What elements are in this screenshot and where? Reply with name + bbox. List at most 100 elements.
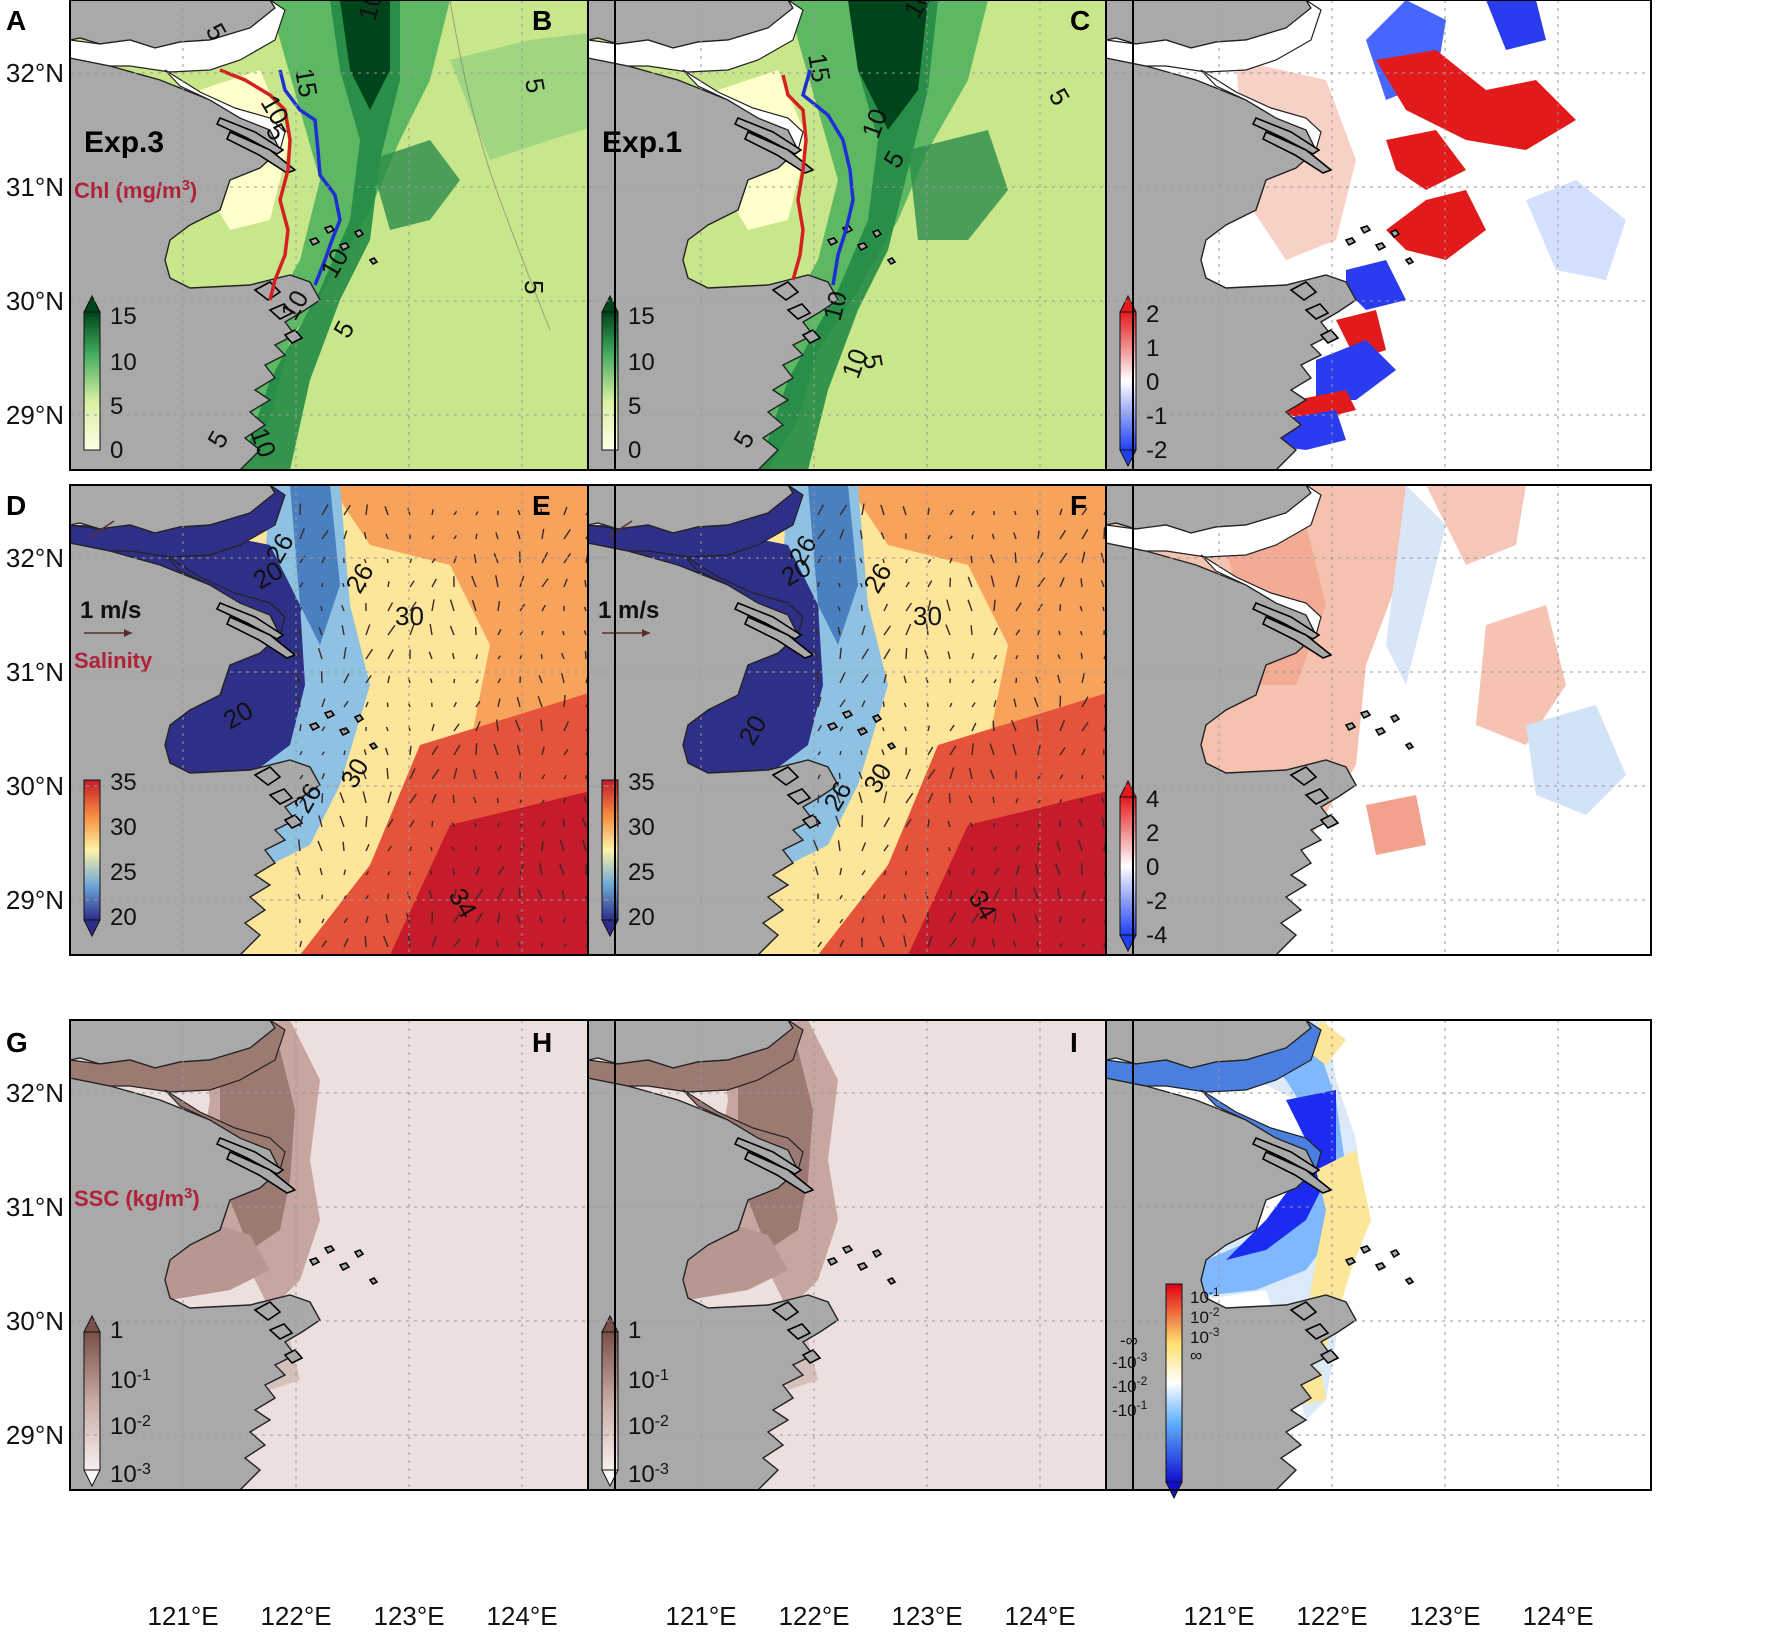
velocity-arrow xyxy=(1012,743,1017,756)
velocity-arrow xyxy=(540,654,543,660)
velocity-arrow xyxy=(1012,940,1017,948)
velocity-arrow xyxy=(817,504,825,516)
velocity-arrow xyxy=(342,582,345,588)
colorbar-tick: 20 xyxy=(110,904,137,931)
velocity-arrow xyxy=(905,818,912,828)
latitude-tick-label: 30°N xyxy=(6,286,64,316)
colorbar-tick: 30 xyxy=(628,814,655,841)
velocity-arrow xyxy=(1015,655,1019,660)
velocity-arrow xyxy=(990,575,995,588)
velocity-arrow xyxy=(1036,509,1039,516)
velocity-arrow xyxy=(365,843,370,852)
velocity-arrow xyxy=(838,772,841,780)
velocity-arrow xyxy=(451,846,455,852)
velocity-arrow xyxy=(1059,577,1065,588)
velocity-arrow xyxy=(343,938,349,948)
velocity-arrow xyxy=(949,937,958,948)
panel-frame xyxy=(1105,484,1652,956)
velocity-arrow xyxy=(561,889,565,900)
velocity-arrow xyxy=(387,602,394,612)
velocity-arrow xyxy=(563,529,571,540)
velocity-arrow xyxy=(839,528,845,540)
velocity-arrow xyxy=(473,554,477,564)
velocity-arrow xyxy=(518,887,521,900)
velocity-arrow xyxy=(365,894,369,900)
colorbar-tick: 25 xyxy=(628,859,655,886)
velocity-arrow xyxy=(1080,652,1083,660)
velocity-arrow xyxy=(475,938,480,948)
velocity-arrow xyxy=(385,726,389,732)
longitude-tick-label: 121°E xyxy=(147,1601,218,1631)
latitude-tick-label: 32°N xyxy=(6,1078,64,1108)
velocity-arrow xyxy=(451,822,455,828)
velocity-arrow xyxy=(562,630,565,636)
contour-label: 15 xyxy=(802,51,837,85)
velocity-arrow xyxy=(497,887,504,900)
velocity-arrow xyxy=(299,724,302,732)
velocity-arrow xyxy=(902,506,907,516)
latitude-tick-label: 32°N xyxy=(6,543,64,573)
velocity-arrow xyxy=(839,647,842,660)
velocity-arrow xyxy=(993,679,997,684)
velocity-arrow xyxy=(382,935,389,948)
velocity-arrow xyxy=(881,726,885,732)
velocity-arrow xyxy=(431,723,435,732)
panel-g: G SSC (kg/m3) 1 10-1 10-2 10-3 xyxy=(6,1019,615,1491)
longitude-tick-label: 122°E xyxy=(260,1601,331,1631)
velocity-arrow xyxy=(321,582,324,588)
velocity-arrow xyxy=(296,649,301,660)
velocity-arrow xyxy=(839,504,848,516)
velocity-arrow xyxy=(971,722,977,732)
velocity-arrow xyxy=(409,601,417,612)
panel-frame xyxy=(69,1019,616,1491)
velocity-scale-label: 1 m/s xyxy=(80,597,141,624)
velocity-arrow xyxy=(538,863,543,876)
velocity-arrow xyxy=(540,508,543,516)
velocity-arrow xyxy=(861,917,865,924)
velocity-arrow xyxy=(299,606,302,612)
velocity-arrow xyxy=(989,769,995,780)
velocity-arrow xyxy=(1015,798,1019,804)
velocity-arrow xyxy=(430,846,433,852)
velocity-arrow xyxy=(1033,697,1039,708)
velocity-arrow xyxy=(495,940,499,948)
velocity-arrow xyxy=(297,696,301,708)
velocity-arrow xyxy=(949,509,954,516)
velocity-arrow xyxy=(927,507,930,516)
velocity-arrow xyxy=(814,866,819,876)
velocity-arrow xyxy=(861,895,865,900)
velocity-arrow xyxy=(971,912,980,924)
velocity-arrow xyxy=(971,510,975,516)
velocity-arrow xyxy=(879,936,885,948)
velocity-arrow xyxy=(883,673,887,684)
longitude-tick-label: 121°E xyxy=(1183,1601,1254,1631)
velocity-arrow xyxy=(365,915,369,924)
velocity-arrow xyxy=(497,678,502,684)
velocity-arrow xyxy=(453,510,458,516)
velocity-arrow xyxy=(475,866,480,876)
velocity-arrow xyxy=(817,555,823,564)
velocity-arrow xyxy=(541,630,544,636)
velocity-arrow xyxy=(817,696,822,708)
panel-frames xyxy=(69,0,1652,1491)
variable-label: Salinity xyxy=(74,648,153,673)
velocity-arrow xyxy=(882,558,885,564)
velocity-arrow xyxy=(1059,798,1062,804)
velocity-arrow xyxy=(927,792,934,804)
velocity-arrow xyxy=(409,820,415,828)
longitude-labels: 121°E 122°E 123°E 124°E 121°E 122°E 123°E 124°E… xyxy=(147,1601,1593,1631)
velocity-arrow xyxy=(883,791,888,804)
velocity-arrow xyxy=(561,652,565,660)
velocity-arrow xyxy=(537,695,543,708)
longitude-tick-label: 123°E xyxy=(891,1601,962,1631)
panel-frame xyxy=(1105,0,1652,471)
velocity-arrow xyxy=(387,791,392,804)
velocity-arrow xyxy=(497,629,502,636)
colorbar-tick: 1 xyxy=(628,1317,641,1344)
velocity-arrow xyxy=(816,670,819,684)
panel-letter: E xyxy=(532,490,551,521)
panel-letter: F xyxy=(1070,490,1087,521)
velocity-arrow xyxy=(1057,654,1061,660)
velocity-arrow xyxy=(475,654,479,660)
velocity-vectors xyxy=(813,503,1134,948)
